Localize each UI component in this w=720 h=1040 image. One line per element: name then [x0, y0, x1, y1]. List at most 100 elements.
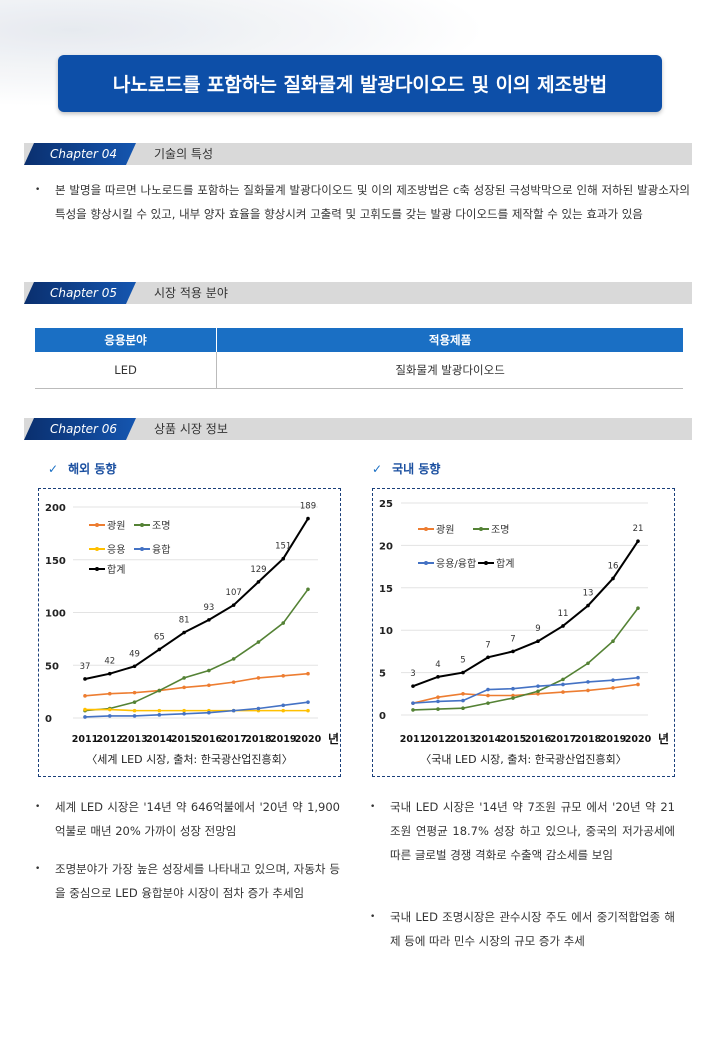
- application-table: 응용분야 적용제품 LED 질화물계 발광다이오드: [35, 328, 683, 389]
- domestic-bullet: 국내 LED 시장은 '14년 약 7조원 규모 에서 '20년 약 21조원 …: [370, 795, 675, 867]
- data-point: [157, 688, 162, 693]
- data-point: [306, 700, 310, 704]
- x-tick-label: 2015: [500, 734, 526, 745]
- data-point: [306, 671, 310, 676]
- legend-label: 광원: [107, 520, 125, 532]
- y-tick-label: 25: [379, 499, 393, 510]
- legend-marker-dot: [95, 523, 99, 527]
- data-point: [586, 688, 590, 693]
- check-icon: ✓: [372, 462, 383, 476]
- data-label: 13: [583, 589, 594, 599]
- data-label: 49: [129, 649, 140, 659]
- data-point: [182, 708, 186, 713]
- data-point: [231, 603, 236, 607]
- table-cell: 질화물계 발광다이오드: [216, 352, 683, 389]
- world-led-chart: 0 50 100 150 200 2011201220132014201520162017…: [45, 502, 339, 746]
- series-line-합계: [84, 518, 309, 680]
- data-point: [461, 698, 465, 703]
- x-tick-label: 2017: [550, 734, 576, 745]
- y-tick-label: 20: [379, 541, 393, 552]
- data-point: [461, 692, 465, 696]
- table-cell: LED: [35, 352, 218, 389]
- data-point: [207, 710, 211, 715]
- data-point: [281, 621, 286, 625]
- y-tick-label: 5: [379, 669, 386, 680]
- chapter-tag: Chapter 06: [24, 418, 136, 440]
- x-tick-label: 2016: [525, 734, 552, 745]
- data-point: [207, 683, 211, 688]
- data-point: [436, 707, 440, 711]
- domestic-heading-text: 국내 동향: [392, 462, 441, 476]
- data-point: [436, 699, 440, 704]
- y-tick-label: 50: [45, 661, 59, 672]
- data-point: [636, 539, 640, 543]
- data-label: 37: [80, 662, 91, 672]
- legend-label: 융합: [152, 544, 170, 556]
- data-label: 3: [410, 669, 415, 679]
- data-label: 16: [608, 561, 619, 571]
- series-line-융합: [84, 701, 309, 718]
- data-point: [182, 685, 186, 690]
- y-tick-label: 150: [45, 556, 66, 567]
- data-point: [157, 647, 162, 652]
- data-point: [436, 695, 440, 699]
- chapter-title: 기술의 특성: [154, 147, 214, 161]
- chart-caption: 〈국내 LED 시장, 출처: 한국광산업진흥회〉: [420, 753, 627, 766]
- data-point: [107, 671, 112, 676]
- x-tick-label: 2013: [121, 734, 147, 745]
- legend-marker-dot: [424, 561, 428, 565]
- data-point: [536, 684, 540, 688]
- data-point: [256, 676, 261, 680]
- data-point: [182, 676, 186, 680]
- series-line-응용/융합: [412, 676, 639, 704]
- legend-marker-dot: [484, 561, 488, 565]
- data-point: [561, 624, 565, 628]
- x-tick-label: 2019: [600, 734, 626, 745]
- data-point: [611, 678, 615, 683]
- data-point: [536, 692, 540, 696]
- data-point: [511, 696, 515, 700]
- series-line-합계: [412, 540, 639, 688]
- legend-label: 응용/융합: [436, 558, 476, 570]
- data-point: [511, 686, 515, 691]
- data-point: [256, 580, 261, 584]
- data-point: [83, 707, 87, 712]
- legend-marker-dot: [479, 527, 483, 531]
- data-label: 42: [104, 657, 115, 667]
- data-point: [486, 693, 490, 698]
- data-point: [132, 700, 137, 704]
- y-tick-label: 0: [379, 711, 386, 722]
- data-point: [107, 707, 112, 712]
- overseas-bullet: 세계 LED 시장은 '14년 약 646억불에서 '20년 약 1,900억불…: [35, 795, 340, 843]
- data-point: [107, 714, 112, 718]
- data-point: [561, 682, 565, 687]
- data-label: 5: [460, 656, 465, 666]
- x-tick-label: 2020: [295, 734, 322, 745]
- data-point: [83, 694, 87, 698]
- data-point: [231, 708, 236, 713]
- x-tick-label: 2016: [196, 734, 223, 745]
- chapter-05-header: Chapter 05 시장 적용 분야: [24, 282, 692, 304]
- domestic-bullet: 국내 LED 조명시장은 관수시장 주도 에서 중기적합업종 해제 등에 따라 …: [370, 905, 675, 953]
- domestic-led-chart: 0510152025201120122013201420152016201720…: [379, 499, 669, 746]
- data-point: [561, 690, 565, 694]
- data-point: [132, 708, 137, 713]
- data-point: [411, 708, 415, 712]
- series-line-광원: [84, 672, 309, 697]
- data-point: [436, 675, 440, 679]
- data-point: [486, 687, 490, 692]
- legend-label: 응용: [107, 544, 125, 556]
- chapter-title: 시장 적용 분야: [154, 286, 228, 300]
- x-tick-label: 2014: [146, 734, 173, 745]
- data-point: [586, 661, 590, 666]
- y-tick-label: 200: [45, 503, 66, 514]
- data-point: [511, 649, 515, 654]
- data-point: [611, 576, 615, 581]
- data-point: [306, 708, 310, 713]
- data-point: [207, 618, 211, 622]
- overseas-heading-text: 해외 동향: [68, 462, 117, 476]
- x-unit-label: 년: [328, 732, 339, 746]
- data-label: 7: [510, 634, 515, 644]
- data-point: [411, 684, 415, 688]
- data-point: [306, 516, 310, 521]
